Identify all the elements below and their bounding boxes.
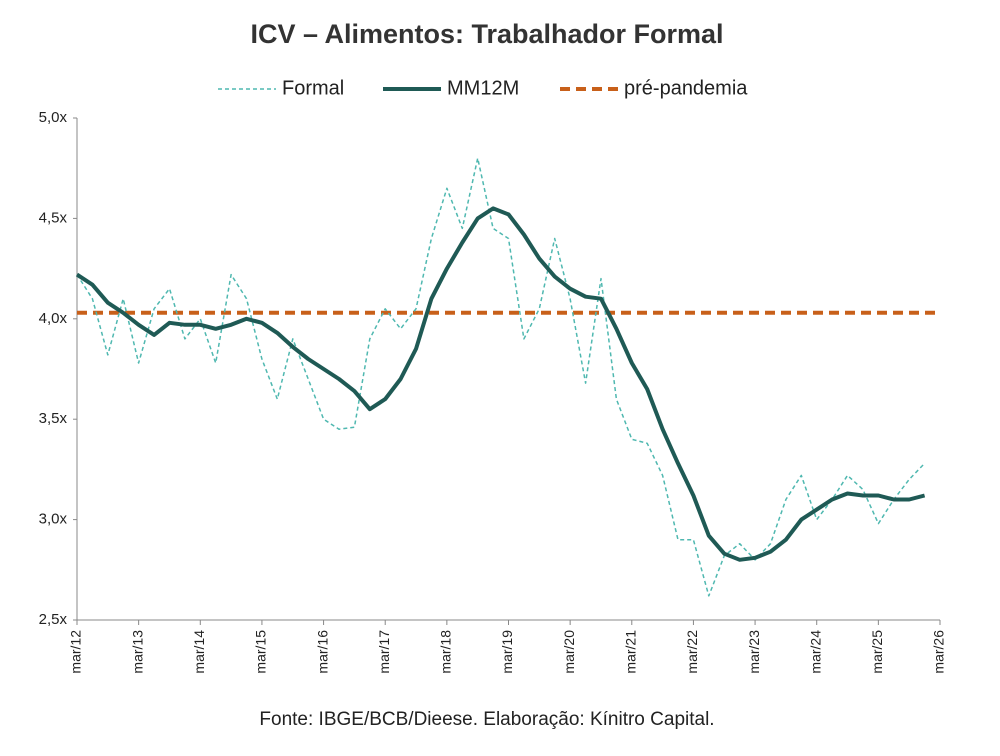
x-tick-label: mar/24 (807, 630, 823, 674)
y-tick-label: 4,0x (39, 310, 68, 327)
x-tick-label: mar/21 (622, 630, 638, 674)
x-tick-label: mar/12 (68, 630, 84, 674)
y-tick-label: 3,5x (39, 410, 68, 427)
x-tick-label: mar/19 (499, 630, 515, 674)
source: Fonte: IBGE/BCB/Dieese. Elaboração: Kíni… (259, 709, 714, 730)
x-tick-label: mar/18 (438, 630, 454, 674)
x-tick-label: mar/25 (869, 630, 885, 674)
x-tick-label: mar/26 (931, 630, 947, 674)
legend-label: Formal (282, 77, 344, 99)
legend: Formal MM12M pré-pandemia (218, 77, 748, 99)
x-tick-label: mar/13 (129, 630, 145, 674)
x-tick-label: mar/15 (253, 630, 269, 674)
x-tick-label: mar/16 (314, 630, 330, 674)
line-series (76, 157, 926, 597)
line-series (75, 206, 926, 562)
x-tick-label: mar/22 (684, 630, 700, 674)
x-tick-label: mar/14 (191, 630, 207, 674)
y-tick-label: 2,5x (39, 611, 68, 628)
y-tick-label: 3,0x (39, 511, 68, 528)
chart-title: ICV – Alimentos: Trabalhador Formal (250, 19, 723, 49)
x-tick-label: mar/20 (561, 630, 577, 674)
legend-label: MM12M (447, 77, 519, 99)
y-tick-label: 4,5x (39, 209, 68, 226)
legend-label: pré-pandemia (624, 77, 748, 99)
x-tick-label: mar/17 (376, 630, 392, 674)
x-tick-label: mar/23 (746, 630, 762, 674)
y-tick-label: 5,0x (39, 109, 68, 126)
